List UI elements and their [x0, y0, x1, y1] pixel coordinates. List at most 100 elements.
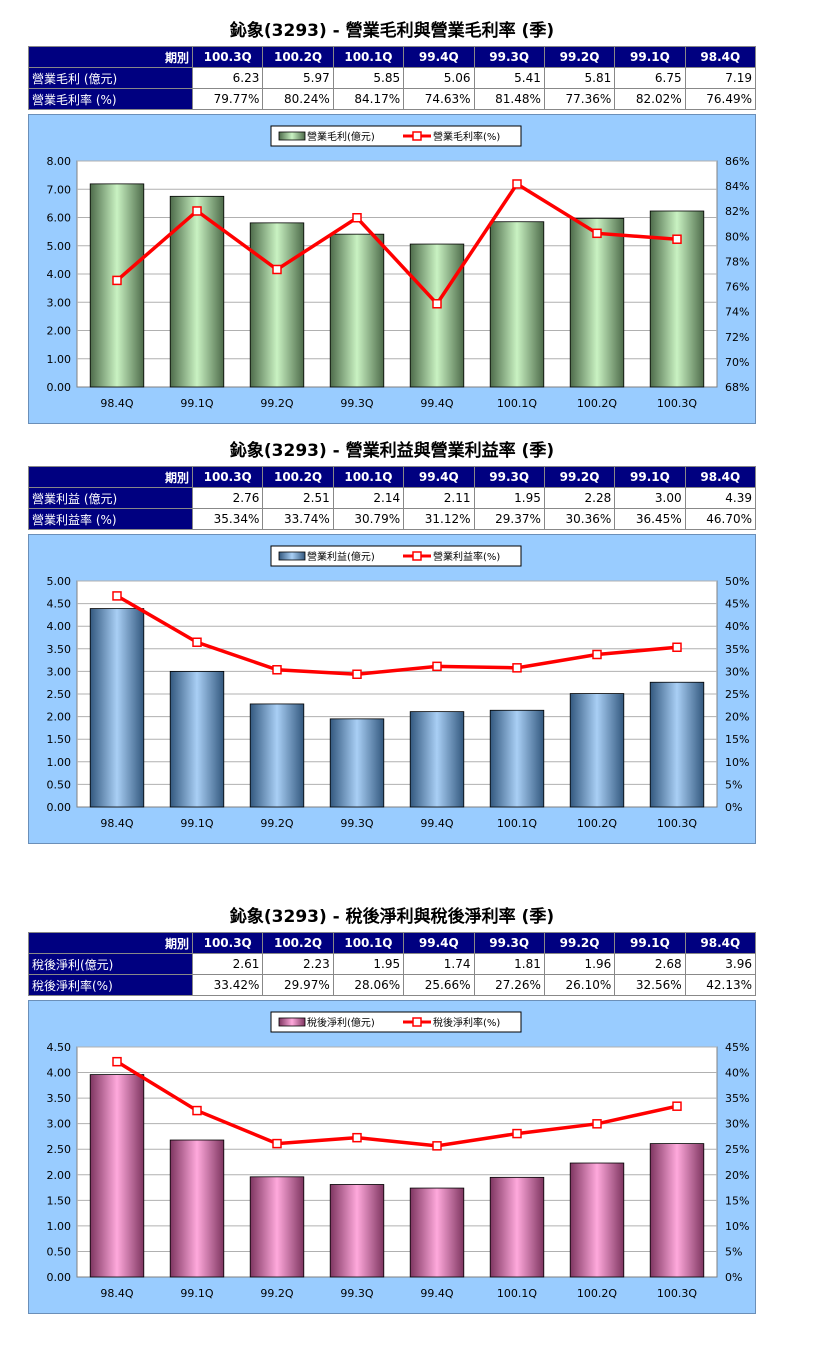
- bar: [169, 670, 225, 808]
- bar: [649, 1143, 705, 1278]
- x-tick-label: 99.3Q: [340, 1287, 373, 1300]
- legend-bar-swatch: [278, 1017, 306, 1027]
- y-tick-label: 0.00: [47, 1271, 72, 1284]
- line-point: [352, 669, 362, 679]
- bar: [409, 711, 465, 808]
- y2-tick-label: 5%: [725, 1245, 742, 1258]
- y-tick-label: 0.00: [47, 801, 72, 814]
- y-tick-label: 0.50: [47, 1245, 72, 1258]
- chart-title: 鈊象(3293) - 營業毛利與營業毛利率 (季): [229, 21, 555, 41]
- chart-area: 0.00 0.50 1.00 1.50 2.00 2.50 3.00 3.50 4.00 4.50…: [28, 534, 756, 844]
- period-cell: 99.4Q: [403, 46, 475, 68]
- y-tick-label: 1.50: [47, 1194, 72, 1207]
- legend-line-marker: [412, 131, 422, 141]
- period-cell: 98.4Q: [684, 46, 757, 68]
- x-tick-label: 99.3Q: [340, 397, 373, 410]
- legend-bar-swatch: [278, 551, 306, 561]
- table-cell: 25.66%: [403, 974, 475, 996]
- x-tick-label: 99.4Q: [420, 397, 453, 410]
- legend-bar-swatch: [278, 131, 306, 141]
- table-row: 營業利益 (億元) 2.76 2.51 2.14 2.11 1.95 2.28 …: [28, 487, 757, 509]
- chart-title: 鈊象(3293) - 稅後淨利與稅後淨利率 (季): [229, 907, 555, 927]
- table-cell: 6.75: [614, 67, 686, 89]
- y2-tick-label: 82%: [725, 205, 749, 218]
- x-tick-label: 99.4Q: [420, 1287, 453, 1300]
- bar: [329, 718, 385, 808]
- line-point: [192, 637, 202, 647]
- legend-bar-label: 稅後淨利(億元): [307, 1016, 375, 1029]
- table-header-row: 期別 100.3Q 100.2Q 100.1Q 99.4Q 99.3Q 99.2…: [28, 46, 757, 68]
- period-cell: 99.3Q: [473, 46, 545, 68]
- legend: [270, 545, 522, 567]
- table-cell: 2.76: [191, 487, 264, 509]
- line-point: [272, 665, 282, 675]
- row-label: 營業利益 (億元): [28, 487, 193, 509]
- bar: [249, 1176, 305, 1278]
- line-point: [432, 299, 442, 309]
- table-cell: 2.14: [332, 487, 405, 509]
- table-cell: 4.39: [684, 487, 757, 509]
- y-tick-label: 4.50: [47, 598, 72, 611]
- table-cell: 26.10%: [543, 974, 616, 996]
- y-tick-label: 4.00: [47, 1067, 72, 1080]
- bar: [169, 195, 225, 388]
- y-tick-label: 8.00: [47, 155, 72, 168]
- table-cell: 28.06%: [332, 974, 405, 996]
- y-tick-label: 5.00: [47, 240, 72, 253]
- y2-tick-label: 45%: [725, 1041, 749, 1054]
- table-cell: 5.81: [543, 67, 616, 89]
- y-tick-label: 2.00: [47, 1169, 72, 1182]
- table-cell: 30.36%: [543, 508, 616, 530]
- data-table: 期別 100.3Q 100.2Q 100.1Q 99.4Q 99.3Q 99.2…: [28, 466, 757, 530]
- x-tick-label: 99.2Q: [260, 1287, 293, 1300]
- table-cell: 46.70%: [684, 508, 757, 530]
- bar: [249, 703, 305, 808]
- x-tick-label: 100.2Q: [577, 817, 617, 830]
- row-label: 稅後淨利率(%): [28, 974, 193, 996]
- y2-tick-label: 68%: [725, 381, 749, 394]
- table-cell: 84.17%: [332, 88, 405, 110]
- bar: [89, 1074, 145, 1278]
- y2-tick-label: 30%: [725, 1118, 749, 1131]
- legend-line-label: 稅後淨利率(%): [433, 1016, 500, 1029]
- y2-tick-label: 30%: [725, 665, 749, 678]
- period-cell: 100.2Q: [262, 466, 334, 488]
- table-cell: 33.74%: [262, 508, 334, 530]
- x-tick-label: 100.3Q: [657, 397, 697, 410]
- x-tick-label: 99.2Q: [260, 817, 293, 830]
- period-cell: 99.4Q: [403, 466, 475, 488]
- table-cell: 5.97: [262, 67, 334, 89]
- table-cell: 1.81: [473, 953, 545, 975]
- table-header-row: 期別 100.3Q 100.2Q 100.1Q 99.4Q 99.3Q 99.2…: [28, 466, 757, 488]
- table-row: 營業毛利率 (%) 79.77% 80.24% 84.17% 74.63% 81…: [28, 88, 757, 110]
- table-cell: 2.11: [403, 487, 475, 509]
- table-cell: 35.34%: [191, 508, 264, 530]
- y2-tick-label: 70%: [725, 356, 749, 369]
- y-tick-label: 4.00: [47, 268, 72, 281]
- table-cell: 32.56%: [614, 974, 686, 996]
- table-cell: 1.95: [332, 953, 405, 975]
- table-cell: 3.96: [684, 953, 757, 975]
- table-cell: 29.37%: [473, 508, 545, 530]
- x-tick-label: 99.3Q: [340, 817, 373, 830]
- bar: [649, 681, 705, 808]
- line-point: [112, 591, 122, 601]
- table-cell: 30.79%: [332, 508, 405, 530]
- x-tick-label: 100.3Q: [657, 1287, 697, 1300]
- y2-tick-label: 20%: [725, 1169, 749, 1182]
- y-tick-label: 5.00: [47, 575, 72, 588]
- line-point: [432, 661, 442, 672]
- line-point: [272, 264, 282, 275]
- row-label: 稅後淨利(億元): [28, 953, 193, 975]
- table-cell: 36.45%: [614, 508, 686, 530]
- period-cell: 100.3Q: [191, 932, 264, 954]
- y-tick-label: 1.50: [47, 733, 72, 746]
- chart-title: 鈊象(3293) - 營業利益與營業利益率 (季): [229, 441, 555, 461]
- table-cell: 29.97%: [262, 974, 334, 996]
- table-header-row: 期別 100.3Q 100.2Q 100.1Q 99.4Q 99.3Q 99.2…: [28, 932, 757, 954]
- line-point: [112, 275, 122, 286]
- x-tick-label: 100.1Q: [497, 1287, 537, 1300]
- table-cell: 80.24%: [262, 88, 334, 110]
- x-tick-label: 99.1Q: [180, 817, 213, 830]
- bar: [89, 608, 145, 808]
